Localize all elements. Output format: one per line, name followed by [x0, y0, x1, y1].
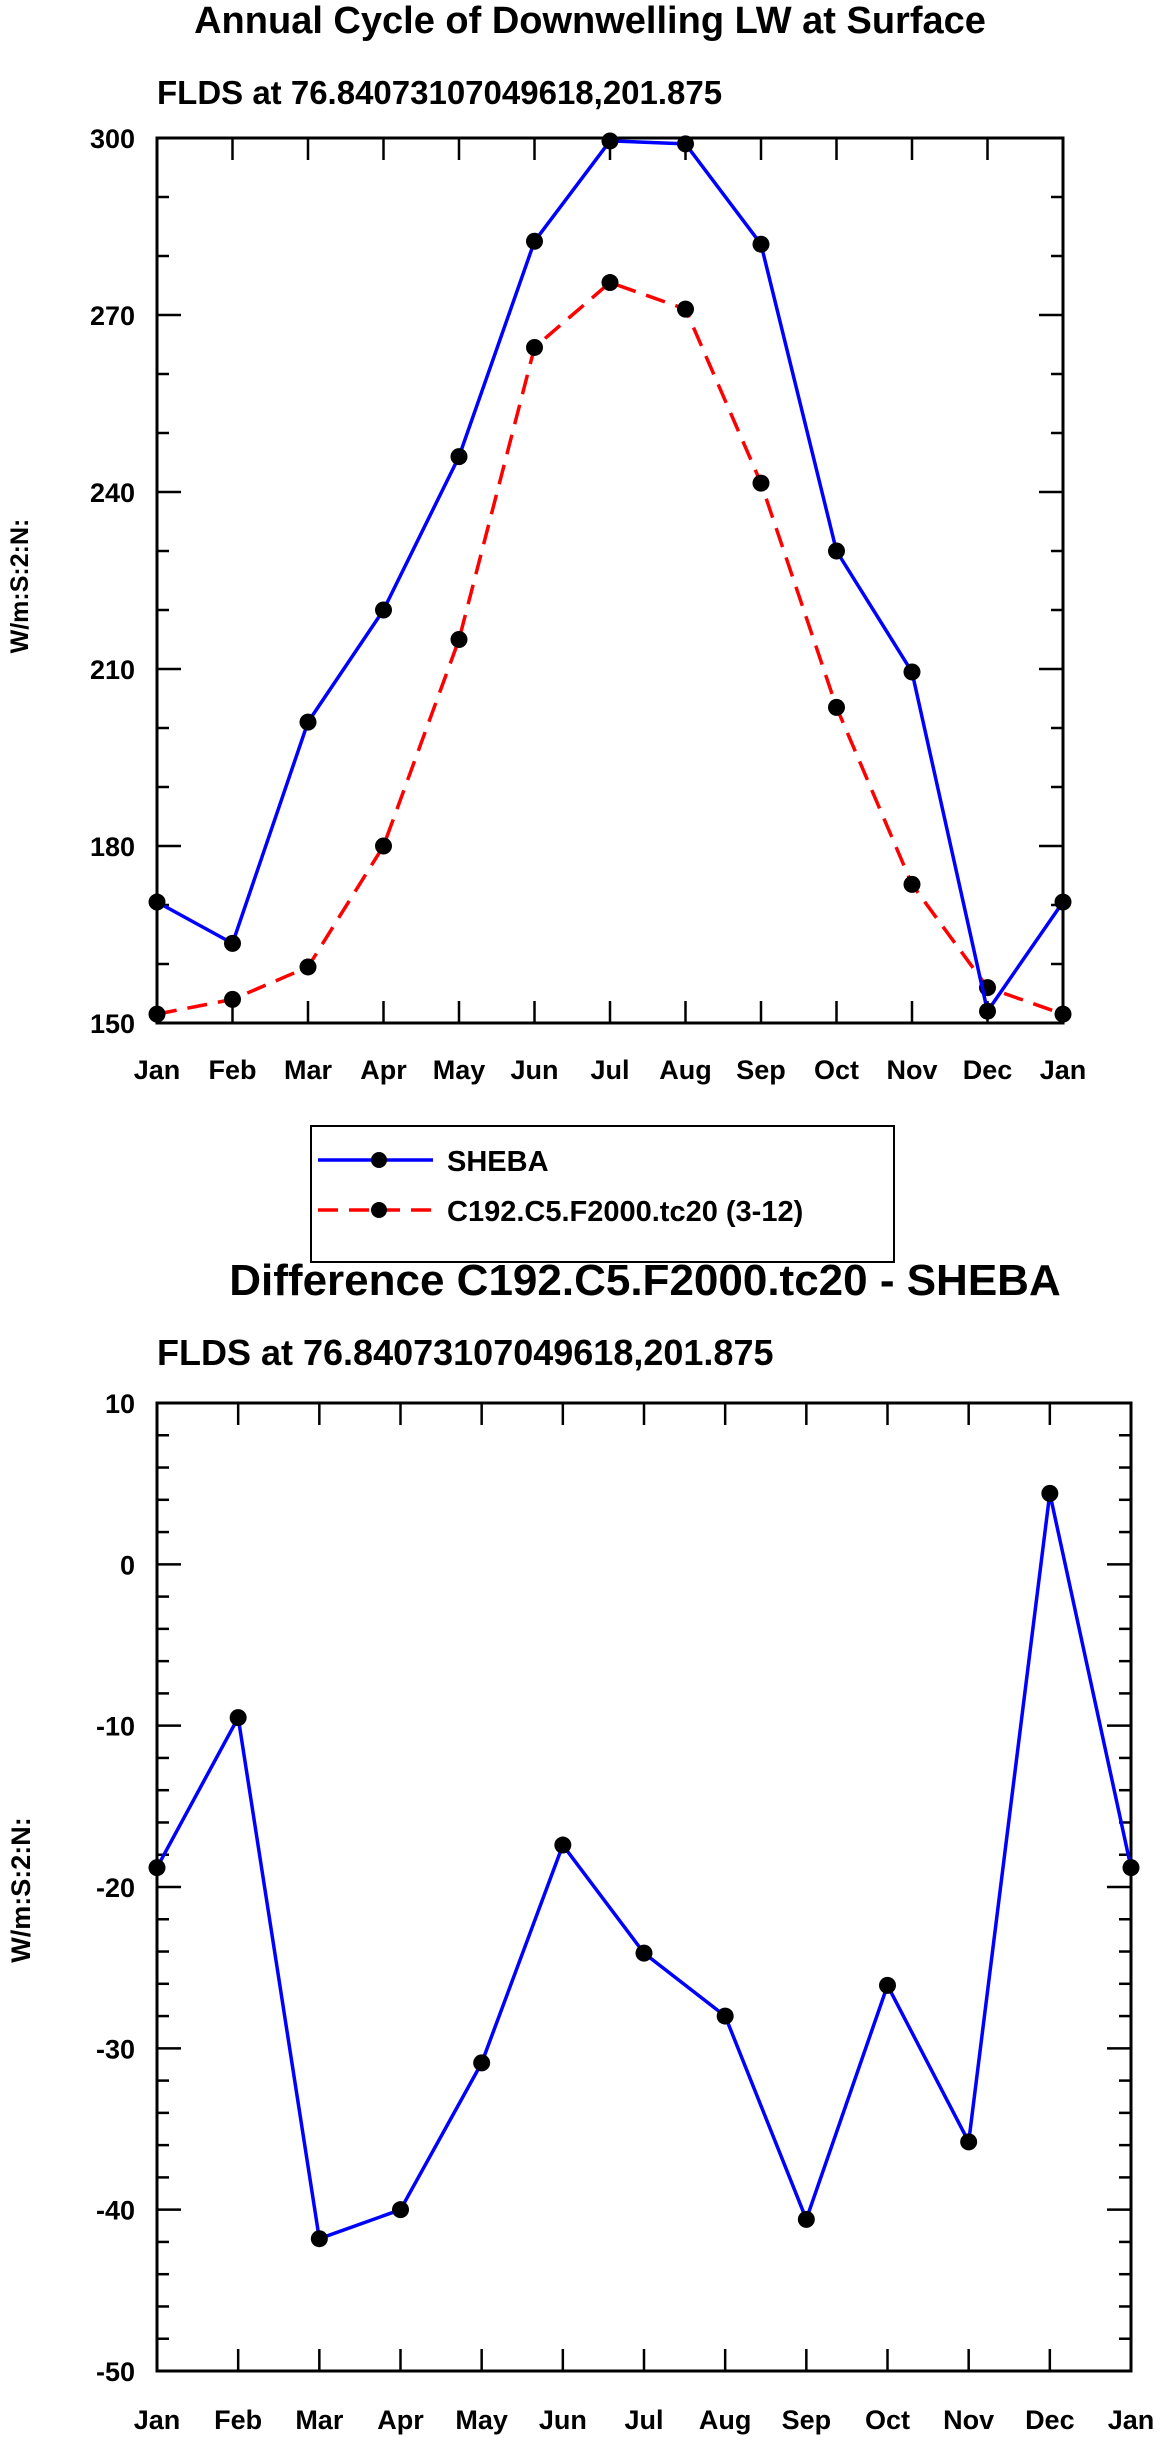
chart2-data-point: [879, 1976, 896, 1994]
chart2-xtick-label: Jan: [1108, 2405, 1155, 2435]
chart2-data-point: [960, 2133, 978, 2151]
chart2-xtick-label: Jul: [624, 2405, 663, 2435]
chart2-data-point: [148, 1859, 166, 1877]
chart1-xtick-label: Jun: [510, 1055, 558, 1085]
chart2-xtick-label: Sep: [782, 2405, 832, 2435]
chart1-data-point: [1054, 893, 1072, 911]
chart1-frame: [155, 136, 1065, 1025]
chart1-data-point: [752, 235, 770, 253]
chart1-xtick-label: Sep: [736, 1055, 786, 1085]
chart1-subtitle: FLDS at 76.84073107049618,201.875: [157, 74, 722, 111]
chart1-data-point: [148, 1005, 166, 1023]
chart1-plot: 150 180 210 240 270 300 Jan Feb Mar Apr May Jun Jul A…: [90, 124, 1086, 1085]
chart1-data-point: [224, 990, 241, 1008]
chart2-ytick-label: 10: [105, 1389, 135, 1419]
chart2-data-point: [635, 1944, 653, 1962]
legend-box: [310, 1125, 895, 1263]
legend-marker-model: [371, 1202, 387, 1218]
legend-label-model: C192.C5.F2000.tc20 (3-12): [447, 1196, 803, 1228]
chart1-title: Annual Cycle of Downwelling LW at Surfac…: [194, 0, 986, 42]
chart1-data-point: [450, 631, 468, 648]
chart2-xtick-label: Nov: [943, 2405, 994, 2435]
chart2-data-point: [554, 1836, 572, 1854]
chart1-xtick-label: Oct: [814, 1055, 859, 1085]
chart2-xtick-label: Aug: [699, 2405, 751, 2435]
chart1-xtick-label: Dec: [963, 1055, 1013, 1085]
chart1-series-line: [156, 280, 1064, 1016]
chart2-data-point: [229, 1709, 247, 1727]
chart1-data-point: [677, 300, 694, 318]
chart1-xtick-label: Mar: [284, 1055, 333, 1085]
chart2-data-point: [473, 2054, 491, 2072]
chart1-data-point: [903, 663, 921, 681]
chart2-ytick-label: -30: [96, 2034, 135, 2064]
chart2-data-point: [1041, 1484, 1059, 1502]
chart1-data-point: [828, 698, 845, 716]
chart1-ytick-label: 270: [90, 301, 135, 331]
chart2-xtick-label: Mar: [295, 2405, 344, 2435]
chart2-xtick-label: May: [455, 2405, 508, 2435]
chart2-plot: -50 -40 -30 -20 -10 0 10 Jan Feb Mar Apr May Jun Jul A…: [96, 1389, 1154, 2435]
chart1-legend: SHEBA C192.C5.F2000.tc20 (3-12): [310, 1125, 895, 1263]
chart2-title: Difference C192.C5.F2000.tc20 - SHEBA: [229, 1256, 1060, 1305]
chart1-xtick-label: Feb: [208, 1055, 256, 1085]
chart1-data-point: [601, 274, 619, 292]
chart1-series-line: [156, 139, 1065, 1013]
chart1-data-point: [299, 713, 317, 731]
chart1-data-point: [903, 875, 921, 893]
chart1-xtick-label: Apr: [360, 1055, 407, 1085]
chart2-data-point: [310, 2230, 328, 2248]
chart2-ytick-label: -20: [96, 1873, 135, 1903]
chart1-xtick-label: Jan: [1040, 1055, 1087, 1085]
chart2-data-point: [1122, 1859, 1140, 1877]
legend-label-sheba: SHEBA: [447, 1146, 549, 1178]
chart1-data-point: [752, 474, 770, 492]
chart2-subtitle: FLDS at 76.84073107049618,201.875: [157, 1332, 773, 1373]
chart2-ytick-label: -10: [96, 1712, 135, 1742]
chart2-ytick-label: -50: [96, 2357, 135, 2387]
chart2-data-point: [716, 2007, 734, 2025]
chart2-ylabel: W/m:S:2:N:: [6, 1817, 36, 1962]
chart2-xtick-label: Feb: [214, 2405, 262, 2435]
chart1-data-point: [450, 448, 468, 466]
chart1-xtick-label: Nov: [886, 1055, 937, 1085]
chart1-data-point: [375, 837, 392, 855]
chart1-data-point: [1054, 1005, 1072, 1023]
chart1-xtick-label: May: [433, 1055, 486, 1085]
chart1-data-point: [601, 132, 619, 150]
chart2-frame: [155, 1401, 1133, 2373]
chart1-data-point: [526, 232, 543, 250]
chart1-ytick-label: 180: [90, 832, 135, 862]
chart1-data-point: [979, 1002, 996, 1020]
chart2-ytick-label: 0: [120, 1550, 135, 1580]
chart2-xtick-label: Apr: [377, 2405, 424, 2435]
chart2-xtick-label: Jun: [539, 2405, 587, 2435]
chart2-xtick-label: Jan: [134, 2405, 181, 2435]
chart1-data-point: [526, 338, 543, 356]
chart1-xtick-label: Jul: [590, 1055, 629, 1085]
chart1-data-point: [375, 601, 392, 619]
chart1-xtick-label: Aug: [659, 1055, 711, 1085]
chart1-data-point: [677, 135, 694, 153]
chart2-ytick-label: -40: [96, 2196, 135, 2226]
chart1-xtick-label: Jan: [134, 1055, 181, 1085]
chart2-xtick-label: Dec: [1025, 2405, 1075, 2435]
chart1-ytick-label: 150: [90, 1009, 135, 1039]
chart2-data-point: [392, 2201, 409, 2219]
chart2-data-point: [797, 2210, 815, 2228]
chart2-xtick-label: Oct: [865, 2405, 910, 2435]
chart1-ytick-label: 210: [90, 655, 135, 685]
chart1-data-point: [828, 542, 845, 560]
chart1-data-point: [148, 893, 166, 911]
chart1-ytick-label: 240: [90, 478, 135, 508]
chart1-ytick-label: 300: [90, 124, 135, 154]
chart1-data-point: [224, 934, 241, 952]
legend-marker-sheba: [371, 1152, 387, 1168]
chart1-data-point: [299, 958, 317, 976]
chart1-ylabel: W/m:S:2:N:: [6, 519, 34, 654]
chart2-series-line: [155, 1491, 1133, 2241]
